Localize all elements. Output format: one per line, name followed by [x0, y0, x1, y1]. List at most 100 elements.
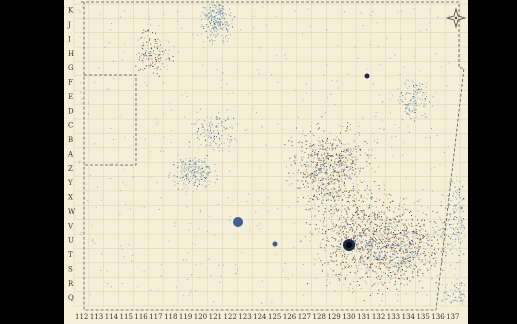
data-point [379, 256, 381, 258]
data-point [340, 274, 342, 276]
data-point [322, 148, 324, 150]
column-label: 126 [283, 313, 297, 321]
data-point [336, 264, 338, 266]
data-point [331, 219, 333, 221]
data-point [353, 141, 355, 143]
data-point [334, 226, 335, 228]
row-label: U [68, 237, 74, 245]
data-point [351, 238, 352, 240]
data-point [409, 257, 411, 258]
data-point [333, 238, 335, 239]
data-point [323, 74, 324, 76]
data-point [227, 30, 229, 32]
data-point [226, 29, 228, 31]
data-point [372, 237, 373, 239]
data-point [261, 302, 263, 304]
data-point [364, 263, 366, 265]
data-point [421, 99, 423, 101]
data-point [401, 243, 403, 245]
data-point [361, 248, 363, 250]
data-point [336, 215, 338, 217]
data-point [412, 96, 413, 98]
data-point [388, 232, 390, 234]
data-point [221, 57, 223, 59]
data-point [199, 209, 201, 211]
data-point [219, 281, 221, 283]
data-point [451, 242, 452, 244]
data-point [392, 217, 394, 219]
data-point [209, 16, 211, 18]
data-point [315, 175, 317, 176]
data-point [398, 260, 400, 261]
data-point [455, 268, 457, 270]
data-point [154, 64, 156, 66]
data-point [229, 127, 231, 128]
data-point [395, 244, 397, 246]
data-point [315, 190, 317, 192]
data-point [337, 276, 339, 278]
row-label: F [68, 79, 73, 87]
data-point [337, 144, 339, 146]
data-point [407, 237, 409, 239]
data-point [351, 190, 353, 191]
data-point [393, 254, 395, 256]
data-point [373, 230, 375, 232]
data-point [421, 259, 423, 261]
data-point [176, 176, 178, 178]
data-point [326, 169, 328, 171]
data-point [342, 164, 344, 166]
data-point [348, 192, 350, 193]
data-point [406, 112, 408, 114]
data-point [350, 149, 352, 151]
data-point [371, 244, 373, 246]
data-point [379, 228, 381, 230]
data-point [425, 214, 427, 216]
data-point [178, 51, 179, 53]
data-point [365, 270, 367, 272]
data-point [201, 162, 203, 163]
data-point [416, 224, 418, 226]
data-point [366, 242, 368, 244]
data-point [345, 219, 347, 221]
data-point [455, 191, 457, 193]
data-point [389, 267, 391, 269]
data-point [455, 207, 456, 209]
data-point [144, 68, 146, 69]
data-point [79, 160, 81, 162]
data-point [182, 177, 184, 179]
data-point [395, 219, 397, 221]
data-point [219, 21, 221, 22]
data-point [398, 127, 400, 129]
data-point [333, 209, 335, 211]
data-point [142, 48, 144, 50]
data-point [405, 83, 407, 85]
data-point [154, 46, 155, 48]
data-point [447, 243, 449, 245]
data-point [451, 200, 453, 202]
data-point [129, 208, 131, 210]
data-point [365, 214, 367, 216]
data-point [177, 162, 179, 164]
data-point [404, 234, 406, 236]
data-point [199, 183, 200, 185]
data-point [428, 239, 430, 241]
data-point [325, 157, 327, 159]
data-point [421, 115, 423, 116]
data-point [412, 277, 414, 279]
data-point [338, 180, 340, 182]
data-point [275, 253, 277, 255]
data-point [431, 265, 433, 267]
data-point [404, 224, 406, 226]
data-point [220, 123, 222, 124]
data-point [344, 277, 346, 279]
data-point [456, 193, 458, 195]
row-label: E [68, 93, 73, 101]
data-point [460, 298, 462, 300]
data-point [108, 89, 110, 91]
data-point [212, 10, 214, 12]
data-point [420, 242, 422, 243]
compass-rose-icon [445, 7, 467, 29]
data-point [346, 150, 348, 152]
